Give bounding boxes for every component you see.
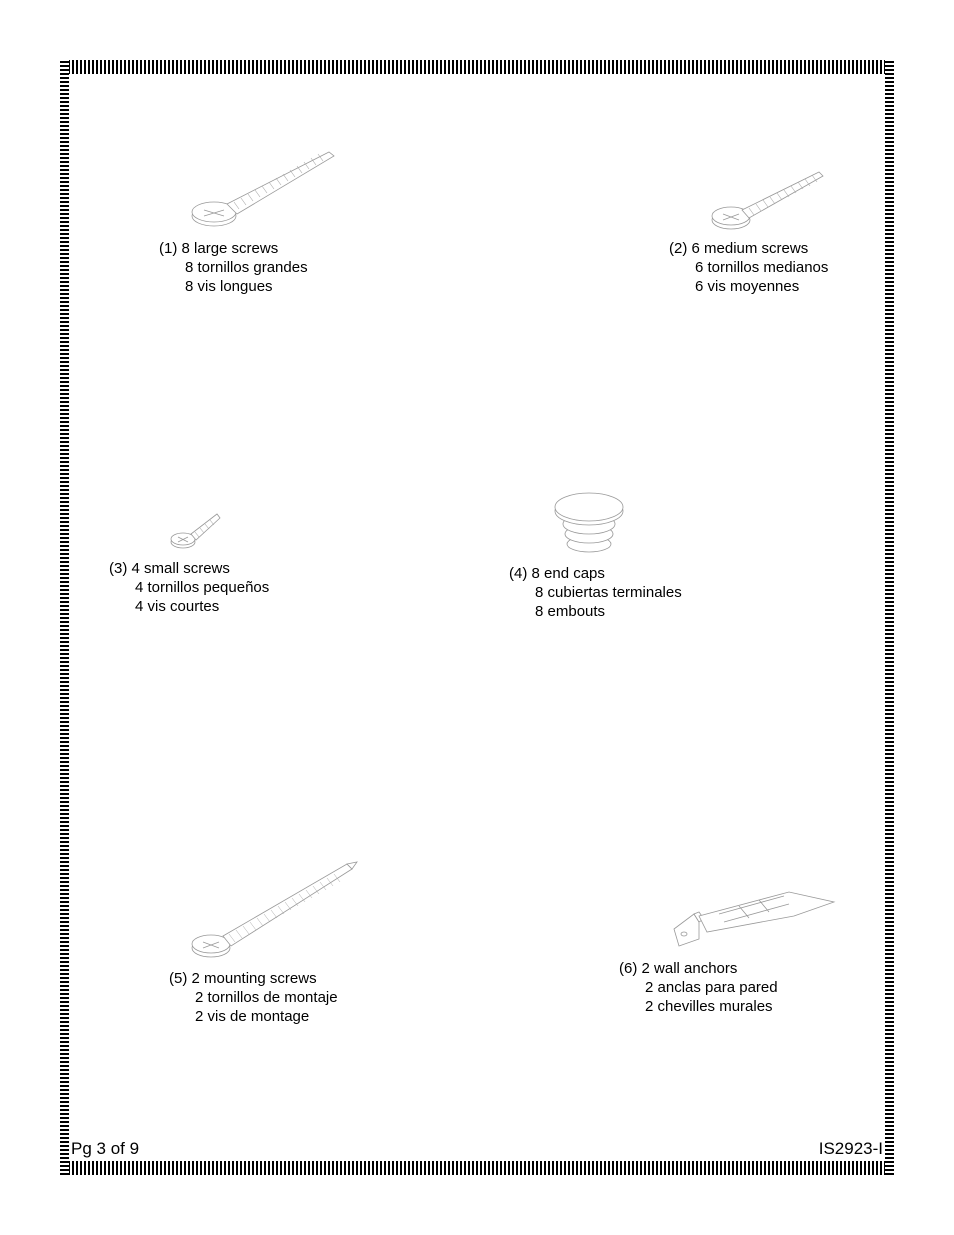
part-5-en: 2 mounting screws [192,970,317,989]
part-1-large-screws: (1) 8 large screws 8 tornillos grandes 8… [159,144,339,296]
part-6-fr: 2 chevilles murales [645,998,773,1017]
part-2-fr: 6 vis moyennes [695,278,799,297]
part-2-labels: (2) 6 medium screws 6 tornillos medianos… [669,240,829,296]
part-1-num: (1) [159,240,177,259]
part-6-en: 2 wall anchors [642,960,738,979]
part-2-en: 6 medium screws [692,240,809,259]
part-4-labels: (4) 8 end caps 8 cubiertas terminales 8 … [509,565,682,621]
part-4-num: (4) [509,565,527,584]
part-5-mounting-screws: (5) 2 mounting screws 2 tornillos de mon… [169,854,359,1026]
part-2-es: 6 tornillos medianos [695,259,828,278]
part-5-num: (5) [169,970,187,989]
part-4-en: 8 end caps [532,565,605,584]
part-4-fr: 8 embouts [535,603,605,622]
mounting-screw-icon [189,854,359,964]
part-2-num: (2) [669,240,687,259]
wall-anchor-icon [669,874,839,954]
footer-doc-id: IS2923-I [819,1139,883,1159]
part-6-wall-anchors: (6) 2 wall anchors 2 anclas para pared 2… [619,874,839,1016]
small-screw-icon [169,504,269,554]
part-3-fr: 4 vis courtes [135,598,219,617]
part-1-es: 8 tornillos grandes [185,259,308,278]
large-screw-icon [189,144,339,234]
medium-screw-icon [709,164,829,234]
part-3-small-screws: (3) 4 small screws 4 tornillos pequeños … [109,504,269,616]
part-4-es: 8 cubiertas terminales [535,584,682,603]
part-6-labels: (6) 2 wall anchors 2 anclas para pared 2… [619,960,839,1016]
page-border-left [60,60,69,1175]
part-3-num: (3) [109,560,127,579]
part-3-en: 4 small screws [132,560,230,579]
part-2-medium-screws: (2) 6 medium screws 6 tornillos medianos… [669,164,829,296]
part-6-num: (6) [619,960,637,979]
part-5-fr: 2 vis de montage [195,1008,309,1027]
part-1-en: 8 large screws [182,240,279,259]
part-5-labels: (5) 2 mounting screws 2 tornillos de mon… [169,970,359,1026]
part-3-labels: (3) 4 small screws 4 tornillos pequeños … [109,560,269,616]
part-4-end-caps: (4) 8 end caps 8 cubiertas terminales 8 … [509,489,682,621]
part-1-labels: (1) 8 large screws 8 tornillos grandes 8… [159,240,339,296]
part-1-fr: 8 vis longues [185,278,273,297]
page-content: (1) 8 large screws 8 tornillos grandes 8… [69,74,885,1161]
page-border-top [60,60,894,74]
page-border-right [885,60,894,1175]
part-5-es: 2 tornillos de montaje [195,989,338,1008]
page-border-bottom [60,1161,894,1175]
part-3-es: 4 tornillos pequeños [135,579,269,598]
part-6-es: 2 anclas para pared [645,979,778,998]
end-cap-icon [549,489,682,559]
footer-page-number: Pg 3 of 9 [71,1139,139,1159]
